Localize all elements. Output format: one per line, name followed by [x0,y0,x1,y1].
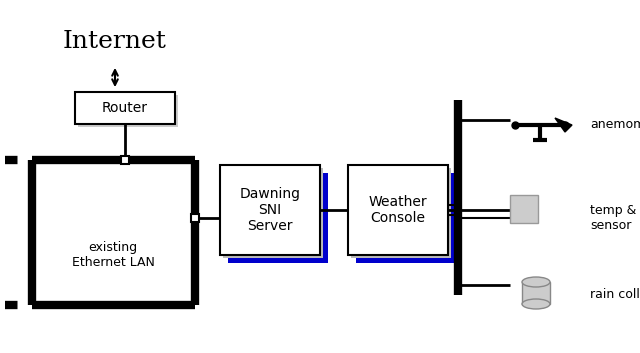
Bar [228,173,328,263]
Text: Router: Router [102,101,148,115]
Bar [220,165,320,255]
Text: Internet: Internet [63,30,167,53]
Polygon shape [555,118,572,132]
Bar [351,168,451,258]
Bar [191,214,199,222]
Bar [510,195,538,223]
Text: anemometer: anemometer [590,119,640,132]
Bar [78,95,178,127]
Bar [75,92,175,124]
Text: Dawning
SNI
Server: Dawning SNI Server [239,187,301,233]
Bar [348,165,448,255]
Bar [522,282,550,304]
Text: temp & humidity
sensor: temp & humidity sensor [590,204,640,232]
Bar [121,156,129,164]
Bar [223,168,323,258]
Bar [356,173,456,263]
Text: rain collector: rain collector [590,288,640,301]
Text: existing
Ethernet LAN: existing Ethernet LAN [72,241,154,269]
Ellipse shape [522,277,550,287]
Ellipse shape [522,299,550,309]
Text: Weather
Console: Weather Console [369,195,428,225]
